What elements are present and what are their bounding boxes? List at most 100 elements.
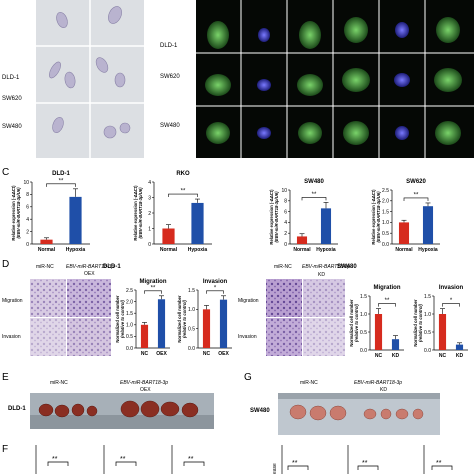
cell-line-label: DLD-1 — [8, 406, 26, 412]
chart-title: RKO — [176, 171, 190, 177]
chart-title: Migration — [374, 285, 401, 291]
bar — [455, 344, 464, 350]
y-tick-label: 0 — [284, 242, 287, 248]
significance-mark: ** — [181, 189, 186, 195]
bar-chart: 0 2 4 6 8 10 Normal Hypoxia ** SW480 Relative expr… — [269, 179, 338, 253]
y-tick-label: 6 — [26, 205, 29, 211]
panel-a-row-label: SW620 — [2, 96, 22, 102]
y-tick-label: 8 — [284, 199, 287, 205]
panel-letter: C — [2, 167, 9, 178]
y-tick-label: 3 — [148, 195, 151, 201]
y-tick-label: 1.5 — [360, 294, 367, 300]
significance-bracket — [378, 303, 396, 307]
y-tick-label: 0.0 — [126, 346, 133, 352]
significance-mark: ** — [52, 456, 58, 463]
column-label: OEX — [140, 387, 151, 393]
significance-bracket — [206, 290, 224, 294]
bar — [438, 314, 447, 350]
bar — [157, 299, 166, 348]
bar-chart: 0.0 0.5 1.0 1.5 NC KD * Invasion Normalized cell… — [413, 285, 468, 359]
bar — [69, 196, 82, 244]
y-axis-label: Normalized cell number — [177, 295, 182, 343]
bar-chart: 0 1 2 3 4 Normal Hypoxia ** RKO Relative expressi… — [133, 171, 212, 253]
bar — [219, 299, 228, 348]
y-tick-label: 0.5 — [126, 334, 133, 340]
bar — [320, 208, 332, 244]
significance-bracket — [442, 303, 460, 307]
y-tick-label: 10 — [23, 180, 29, 186]
significance-bracket — [403, 197, 429, 201]
bar — [140, 324, 149, 348]
y-tick-label: 6 — [284, 209, 287, 215]
x-tick-label: Hypoxia — [418, 247, 438, 253]
significance-mark: ** — [151, 285, 156, 291]
y-tick-label: 1.5 — [188, 288, 195, 294]
x-tick-label: KD — [392, 353, 400, 359]
bar — [374, 314, 383, 350]
y-tick-label: 2.5 — [126, 288, 133, 294]
significance-mark: ** — [292, 460, 298, 467]
x-tick-label: KD — [456, 353, 464, 359]
column-label: KD — [318, 272, 325, 278]
bar — [191, 202, 204, 244]
y-axis-label: (EBV-miR-BART18-3p/U6) — [376, 191, 381, 243]
panel-b-row-label: SW620 — [160, 74, 180, 80]
column-label: EBV-miR-BART18-3p — [354, 380, 402, 386]
y-axis-label: Relative expression (-ΔΔCt) — [371, 189, 376, 245]
significance-mark: ** — [436, 460, 442, 467]
y-tick-label: 0 — [26, 242, 29, 248]
y-tick-label: 1.0 — [360, 312, 367, 318]
x-tick-label: Hypoxia — [188, 247, 208, 253]
y-tick-label: 1.0 — [126, 323, 133, 329]
significance-mark: ** — [59, 178, 64, 184]
significance-bracket — [46, 183, 76, 187]
x-tick-label: NC — [203, 351, 211, 357]
significance-mark: ** — [362, 460, 368, 467]
x-tick-label: NC — [439, 353, 447, 359]
row-label: Migration — [238, 298, 259, 304]
y-axis-label: Normalized cell number — [349, 299, 354, 347]
x-tick-label: Normal — [38, 247, 56, 253]
row-label: Invasion — [238, 334, 257, 340]
panel-letter: E — [2, 372, 9, 383]
significance-bracket — [301, 197, 327, 201]
y-axis-label: Relative expression (-ΔΔCt) — [133, 185, 138, 241]
x-tick-label: NC — [141, 351, 149, 357]
y-tick-label: 2.0 — [126, 299, 133, 305]
y-axis-label: (relative to control) — [418, 303, 423, 342]
bar — [398, 222, 410, 244]
column-label: EBV-miR-BART18-3p — [120, 380, 168, 386]
y-tick-label: 0.5 — [382, 231, 389, 237]
x-tick-label: Normal — [160, 247, 178, 253]
significance-mark: ** — [385, 298, 390, 304]
chart-title: Invasion — [203, 279, 228, 285]
y-axis-label: (relative to control) — [182, 299, 187, 338]
y-tick-label: 0.5 — [360, 330, 367, 336]
bar-chart: 0.0 0.5 1.0 1.5 NC KD ** Migration Normalized ce… — [349, 285, 404, 359]
significance-mark: * — [214, 285, 217, 291]
panel-b-background — [196, 0, 474, 158]
cell-line-label: SW480 — [337, 264, 357, 270]
panel-f: F ** ** ** ** ** ** ease — [2, 444, 453, 474]
significance-bracket — [144, 290, 162, 294]
x-tick-label: Hypoxia — [316, 247, 336, 253]
column-label: EBV-miR-BART18-3p — [302, 264, 350, 270]
y-axis-label: (relative to control) — [354, 303, 359, 342]
y-tick-label: 0.5 — [424, 330, 431, 336]
column-label: KD — [380, 387, 387, 393]
panel-e: E miR-NC EBV-miR-BART18-3p OEX DLD-1 — [2, 372, 214, 429]
chart-title: Migration — [140, 279, 167, 285]
x-tick-label: Normal — [395, 247, 413, 253]
significance-mark: * — [450, 298, 453, 304]
y-axis-label: Relative expression (-ΔΔCt) — [11, 185, 16, 241]
y-tick-label: 0.0 — [424, 348, 431, 354]
panel-b-row-label: SW480 — [160, 123, 180, 129]
y-axis-label: (relative to control) — [120, 299, 125, 338]
cell-line-label: SW480 — [250, 408, 270, 414]
y-tick-label: 4 — [148, 180, 151, 186]
y-tick-label: 0.5 — [188, 326, 195, 332]
panel-d-charts: 0.00.51.01.52.02.5NC OEX**MigrationNormal… — [115, 279, 468, 359]
y-axis-label: (EBV-miR-BART18-3p/U6) — [274, 191, 279, 243]
